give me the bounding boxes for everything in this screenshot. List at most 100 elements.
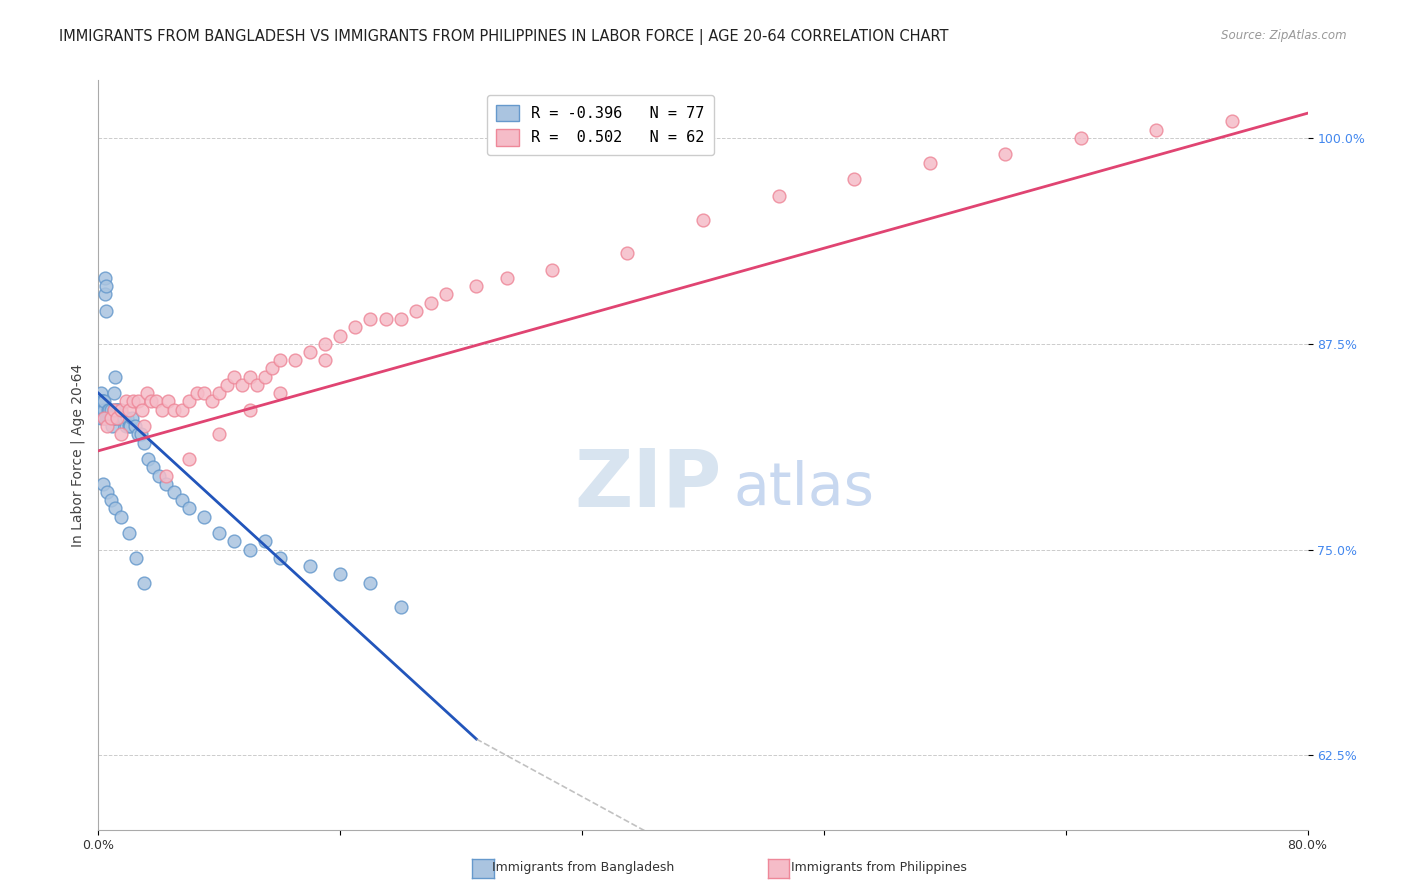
Point [105,402,128,417]
Point [98,410,121,425]
Point [1070,131,1092,145]
Point [110,410,132,425]
Point [148,468,170,483]
Point [224,369,246,384]
Text: atlas: atlas [734,460,875,517]
Point [91,394,114,409]
Point [110,509,132,524]
Point [96,410,118,425]
Point [314,336,336,351]
Point [112,410,135,425]
Point [132,575,155,590]
Point [145,394,167,409]
Point [179,452,201,467]
Point [360,312,382,326]
Point [994,147,1017,161]
Point [94,279,117,293]
Point [93,410,115,425]
Point [96,410,118,425]
Text: IMMIGRANTS FROM BANGLADESH VS IMMIGRANTS FROM PHILIPPINES IN LABOR FORCE | AGE 2: IMMIGRANTS FROM BANGLADESH VS IMMIGRANTS… [59,29,949,45]
Point [118,402,141,417]
Point [389,312,412,326]
Point [125,550,148,565]
Point [344,320,367,334]
Point [179,394,201,409]
Point [104,369,127,384]
Text: Immigrants from Bangladesh: Immigrants from Bangladesh [492,861,675,873]
Point [329,567,352,582]
Point [231,378,253,392]
Point [253,534,276,549]
Point [269,550,291,565]
Point [97,410,120,425]
Point [540,262,562,277]
Point [108,402,131,417]
Point [150,402,173,417]
Point [208,386,231,401]
Point [844,172,866,186]
Point [110,427,132,442]
Point [114,394,136,409]
Point [97,410,120,425]
Point [1220,114,1243,128]
Point [253,369,276,384]
Point [100,410,122,425]
Point [299,559,322,574]
Point [111,410,134,425]
Point [103,386,125,401]
Point [434,287,457,301]
Point [186,386,208,401]
Point [115,410,138,425]
Point [94,271,117,285]
Point [201,394,224,409]
Point [314,353,336,368]
Point [108,410,131,425]
Point [129,427,152,442]
Point [246,378,269,392]
Point [96,485,118,500]
Point [692,213,714,227]
Text: Immigrants from Philippines: Immigrants from Philippines [790,861,967,873]
Point [90,394,112,409]
Point [107,402,129,417]
Point [105,410,128,425]
Point [100,410,122,425]
Point [100,493,122,508]
Point [208,526,231,541]
Point [405,303,427,318]
Point [170,402,193,417]
Point [100,402,122,417]
Point [120,419,142,434]
Point [101,419,124,434]
Point [114,419,136,434]
Point [122,394,145,409]
Point [239,542,262,557]
Point [239,402,262,417]
Point [495,271,517,285]
Point [103,410,125,425]
Point [104,402,127,417]
Point [98,402,121,417]
Point [142,460,165,475]
Point [118,419,141,434]
Legend: R = -0.396   N = 77, R =  0.502   N = 62: R = -0.396 N = 77, R = 0.502 N = 62 [486,95,714,154]
Point [141,394,163,409]
Point [155,476,177,491]
Point [124,419,146,434]
Point [329,328,352,343]
Point [616,246,638,260]
Point [420,295,443,310]
Point [299,345,322,359]
Y-axis label: In Labor Force | Age 20-64: In Labor Force | Age 20-64 [70,363,84,547]
Point [132,419,155,434]
Point [193,386,215,401]
Point [269,353,291,368]
Point [104,501,127,516]
Point [193,509,215,524]
Point [768,188,790,202]
Point [94,303,117,318]
Point [269,386,291,401]
Point [100,410,122,425]
Point [90,402,112,417]
Point [97,402,120,417]
